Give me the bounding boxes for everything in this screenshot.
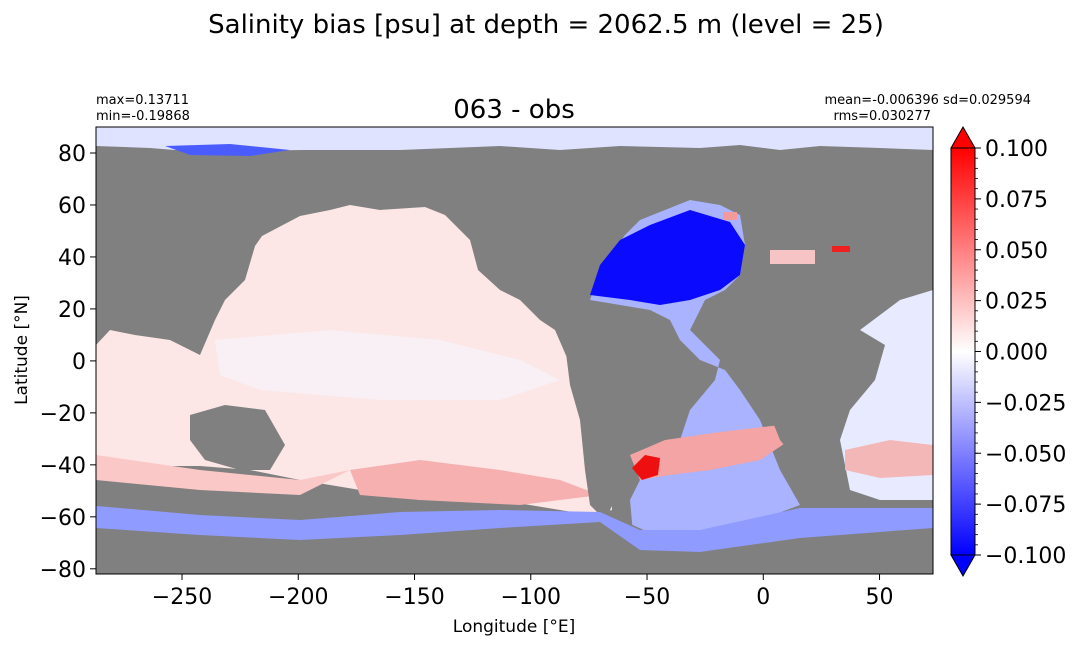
stat-mean-sd: mean=-0.006396 sd=0.029594: [824, 93, 1031, 108]
y-tick-label: 60: [58, 194, 86, 219]
y-tick-label: −80: [40, 558, 86, 583]
colorbar: 0.100 0.075 0.050 0.025 0.000 −0.025 −0.050 −0.…: [950, 125, 1066, 578]
x-tick-label: −50: [624, 585, 670, 610]
nordic-patch: [723, 212, 737, 220]
colorbar-body: [950, 147, 976, 556]
south-atlantic-warm: [630, 425, 790, 480]
y-tick-label: 0: [72, 350, 86, 375]
colorbar-tick-label: 0.000: [985, 341, 1048, 366]
map-area: [96, 127, 933, 574]
x-tick-label: 50: [866, 585, 894, 610]
colorbar-extend-min: [950, 554, 976, 578]
south-atlantic-hotspot: [632, 455, 660, 480]
x-axis-label: Longitude [°E]: [453, 617, 575, 637]
australia: [190, 405, 285, 470]
south-pacific-warm: [350, 460, 600, 505]
antarctica: [96, 515, 933, 574]
colorbar-tick-label: −0.050: [985, 442, 1066, 467]
y-tick-label: −40: [40, 454, 86, 479]
y-tick-label: −60: [40, 506, 86, 531]
indian-ocean-warm: [845, 440, 933, 478]
x-tick-label: 0: [756, 585, 770, 610]
colorbar-tick-label: −0.025: [985, 391, 1066, 416]
colorbar-extend-max: [950, 125, 976, 149]
axes-title: 063 - obs: [453, 95, 575, 125]
suptitle: Salinity bias [psu] at depth = 2062.5 m …: [208, 10, 884, 40]
map-frame: [95, 126, 934, 575]
colorbar-tick-label: 0.100: [985, 137, 1048, 162]
stat-max: max=0.13711: [96, 93, 189, 108]
y-tick-label: 20: [58, 298, 86, 323]
mediterranean-patch: [770, 250, 815, 264]
x-tick-label: −200: [268, 585, 328, 610]
x-axis: −250 −200 −150 −100 −50 0 50: [152, 574, 894, 610]
y-tick-label: 40: [58, 246, 86, 271]
africa: [715, 285, 885, 465]
x-tick-label: −150: [384, 585, 444, 610]
y-axis: 80 60 40 20 0 −20 −40 −60 −80: [40, 142, 96, 583]
north-atlantic-strong-negative: [590, 210, 745, 305]
southern-ocean: [96, 506, 933, 552]
red-sea-hotspot: [832, 246, 850, 252]
southern-ocean-warm-band: [96, 455, 350, 495]
arctic-blue-patch: [165, 144, 290, 156]
x-tick-label: −100: [501, 585, 561, 610]
arctic-ocean: [96, 127, 933, 152]
stat-rms: rms=0.030277: [834, 109, 931, 124]
y-axis-label: Latitude [°N]: [12, 295, 32, 405]
tropical-pacific-white: [215, 330, 560, 400]
colorbar-tick-label: 0.025: [985, 290, 1048, 315]
x-tick-label: −250: [152, 585, 212, 610]
colorbar-tick-label: −0.100: [985, 544, 1066, 569]
y-tick-label: 80: [58, 142, 86, 167]
colorbar-tick-label: 0.075: [985, 188, 1048, 213]
colorbar-tick-label: −0.075: [985, 493, 1066, 518]
south-america: [565, 330, 680, 520]
colorbar-tick-label: 0.050: [985, 239, 1048, 264]
stat-min: min=-0.19868: [96, 109, 190, 124]
y-tick-label: −20: [40, 402, 86, 427]
